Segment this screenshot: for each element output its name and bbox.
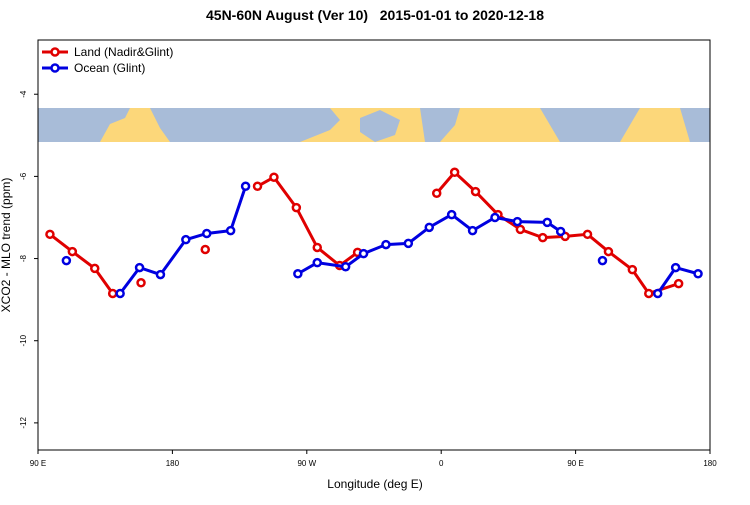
data-point (582, 229, 593, 240)
data-point (291, 202, 302, 213)
map-strip (38, 108, 710, 142)
y-tick-label: -12 (19, 417, 28, 429)
data-point (693, 269, 703, 279)
data-point (512, 216, 523, 227)
data-point (89, 263, 100, 274)
data-point (673, 278, 684, 289)
data-point (490, 212, 500, 223)
data-point (597, 255, 608, 266)
y-tick-label: -10 (19, 334, 28, 346)
data-point (107, 288, 118, 299)
data-point (555, 226, 566, 237)
y-tick-label: -8 (19, 254, 28, 262)
data-point (293, 269, 303, 279)
y-tick-label: -6 (19, 172, 28, 180)
y-tick-label: -4 (19, 90, 28, 98)
plot-frame (37, 39, 711, 451)
x-tick-label: 180 (703, 459, 717, 468)
data-point (240, 181, 251, 192)
x-tick-label: 0 (439, 459, 444, 468)
x-tick-label: 90 W (297, 459, 316, 468)
legend-marker (50, 47, 60, 57)
legend-label: Land (Nadir&Glint) (74, 45, 173, 59)
x-tick-label: 180 (166, 459, 180, 468)
y-axis-label: XCO2 - MLO trend (ppm) (0, 178, 13, 313)
data-point (542, 217, 552, 228)
data-point (403, 238, 414, 249)
data-point (670, 262, 681, 273)
data-point (45, 229, 55, 240)
data-point (115, 288, 125, 299)
data-point (252, 181, 263, 192)
data-point (67, 246, 78, 257)
data-point (381, 239, 391, 250)
legend-label: Ocean (Glint) (74, 61, 145, 75)
data-point (515, 224, 526, 235)
series-line (49, 233, 114, 295)
data-point (358, 248, 369, 259)
data-point (312, 257, 323, 268)
x-tick-label: 90 E (30, 459, 46, 468)
data-point (424, 222, 435, 233)
data-point (537, 232, 548, 243)
data-point (200, 244, 211, 255)
data-point (603, 246, 614, 257)
data-point (225, 225, 236, 236)
data-point (627, 264, 638, 275)
data-point (449, 167, 460, 178)
legend-marker (50, 63, 60, 73)
data-point (652, 288, 663, 299)
data-point (431, 188, 442, 198)
x-axis-label: Longitude (deg E) (327, 477, 422, 491)
data-point (644, 288, 654, 299)
data-point (61, 255, 72, 266)
data-point (181, 234, 191, 245)
x-tick-label: 90 E (567, 459, 583, 468)
data-point (446, 209, 457, 220)
series-line (256, 175, 359, 268)
data-point (467, 225, 478, 236)
chart-title: 45N-60N August (Ver 10) 2015-01-01 to 20… (206, 7, 544, 23)
data-point (269, 172, 279, 182)
data-point (155, 269, 166, 280)
data-point (340, 262, 351, 272)
data-point (201, 228, 212, 239)
data-point (470, 186, 481, 197)
data-point (134, 262, 145, 273)
data-point (136, 278, 146, 288)
data-point (312, 242, 323, 253)
